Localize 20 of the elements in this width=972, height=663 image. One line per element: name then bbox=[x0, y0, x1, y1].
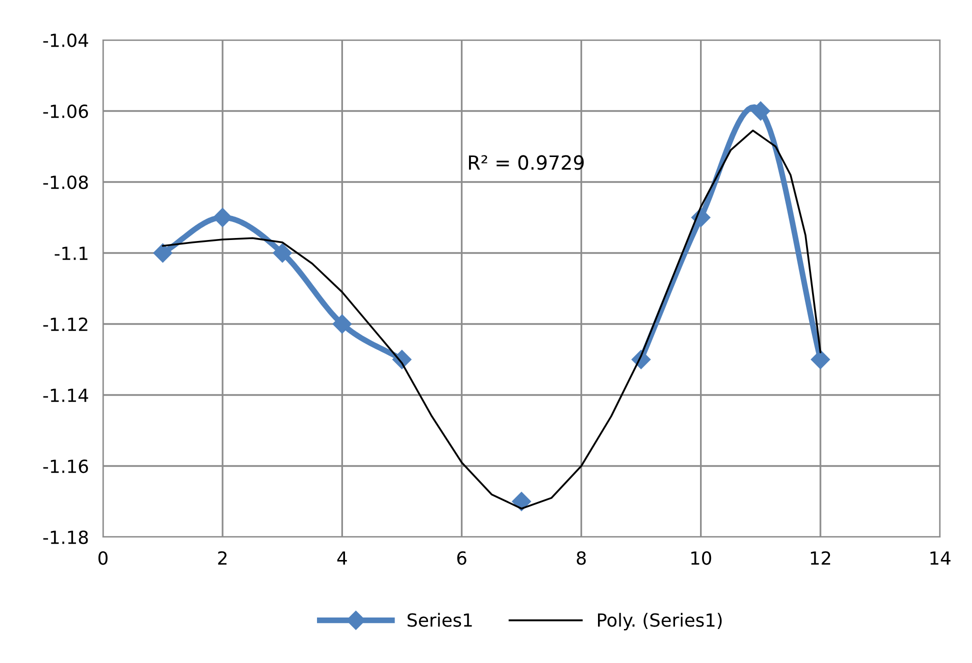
x-tick-label: 8 bbox=[576, 551, 586, 565]
y-tick-label: -1.14 bbox=[43, 388, 88, 402]
y-tick-label: -1.08 bbox=[43, 175, 88, 190]
x-tick-label: 4 bbox=[337, 551, 347, 565]
y-tick-label: -1.1 bbox=[54, 246, 88, 260]
x-tick-label: 10 bbox=[691, 551, 712, 565]
legend-label: Poly. (Series1) bbox=[598, 612, 722, 630]
y-tick-label: -1.16 bbox=[43, 459, 88, 474]
x-tick-label: 14 bbox=[930, 551, 950, 565]
x-tick-label: 12 bbox=[810, 551, 830, 565]
y-tick-label: -1.18 bbox=[43, 530, 88, 544]
x-tick-label: 0 bbox=[98, 551, 108, 565]
y-tick-label: -1.12 bbox=[43, 317, 88, 331]
x-tick-label: 2 bbox=[218, 551, 227, 565]
legend-label: Series1 bbox=[408, 612, 472, 627]
point bbox=[512, 492, 532, 512]
x-tick-label: 6 bbox=[457, 551, 466, 565]
y-tick-label: -1.04 bbox=[43, 33, 88, 48]
annotation: R² = 0.9729 bbox=[469, 155, 584, 170]
y-tick-label: -1.06 bbox=[43, 104, 88, 118]
